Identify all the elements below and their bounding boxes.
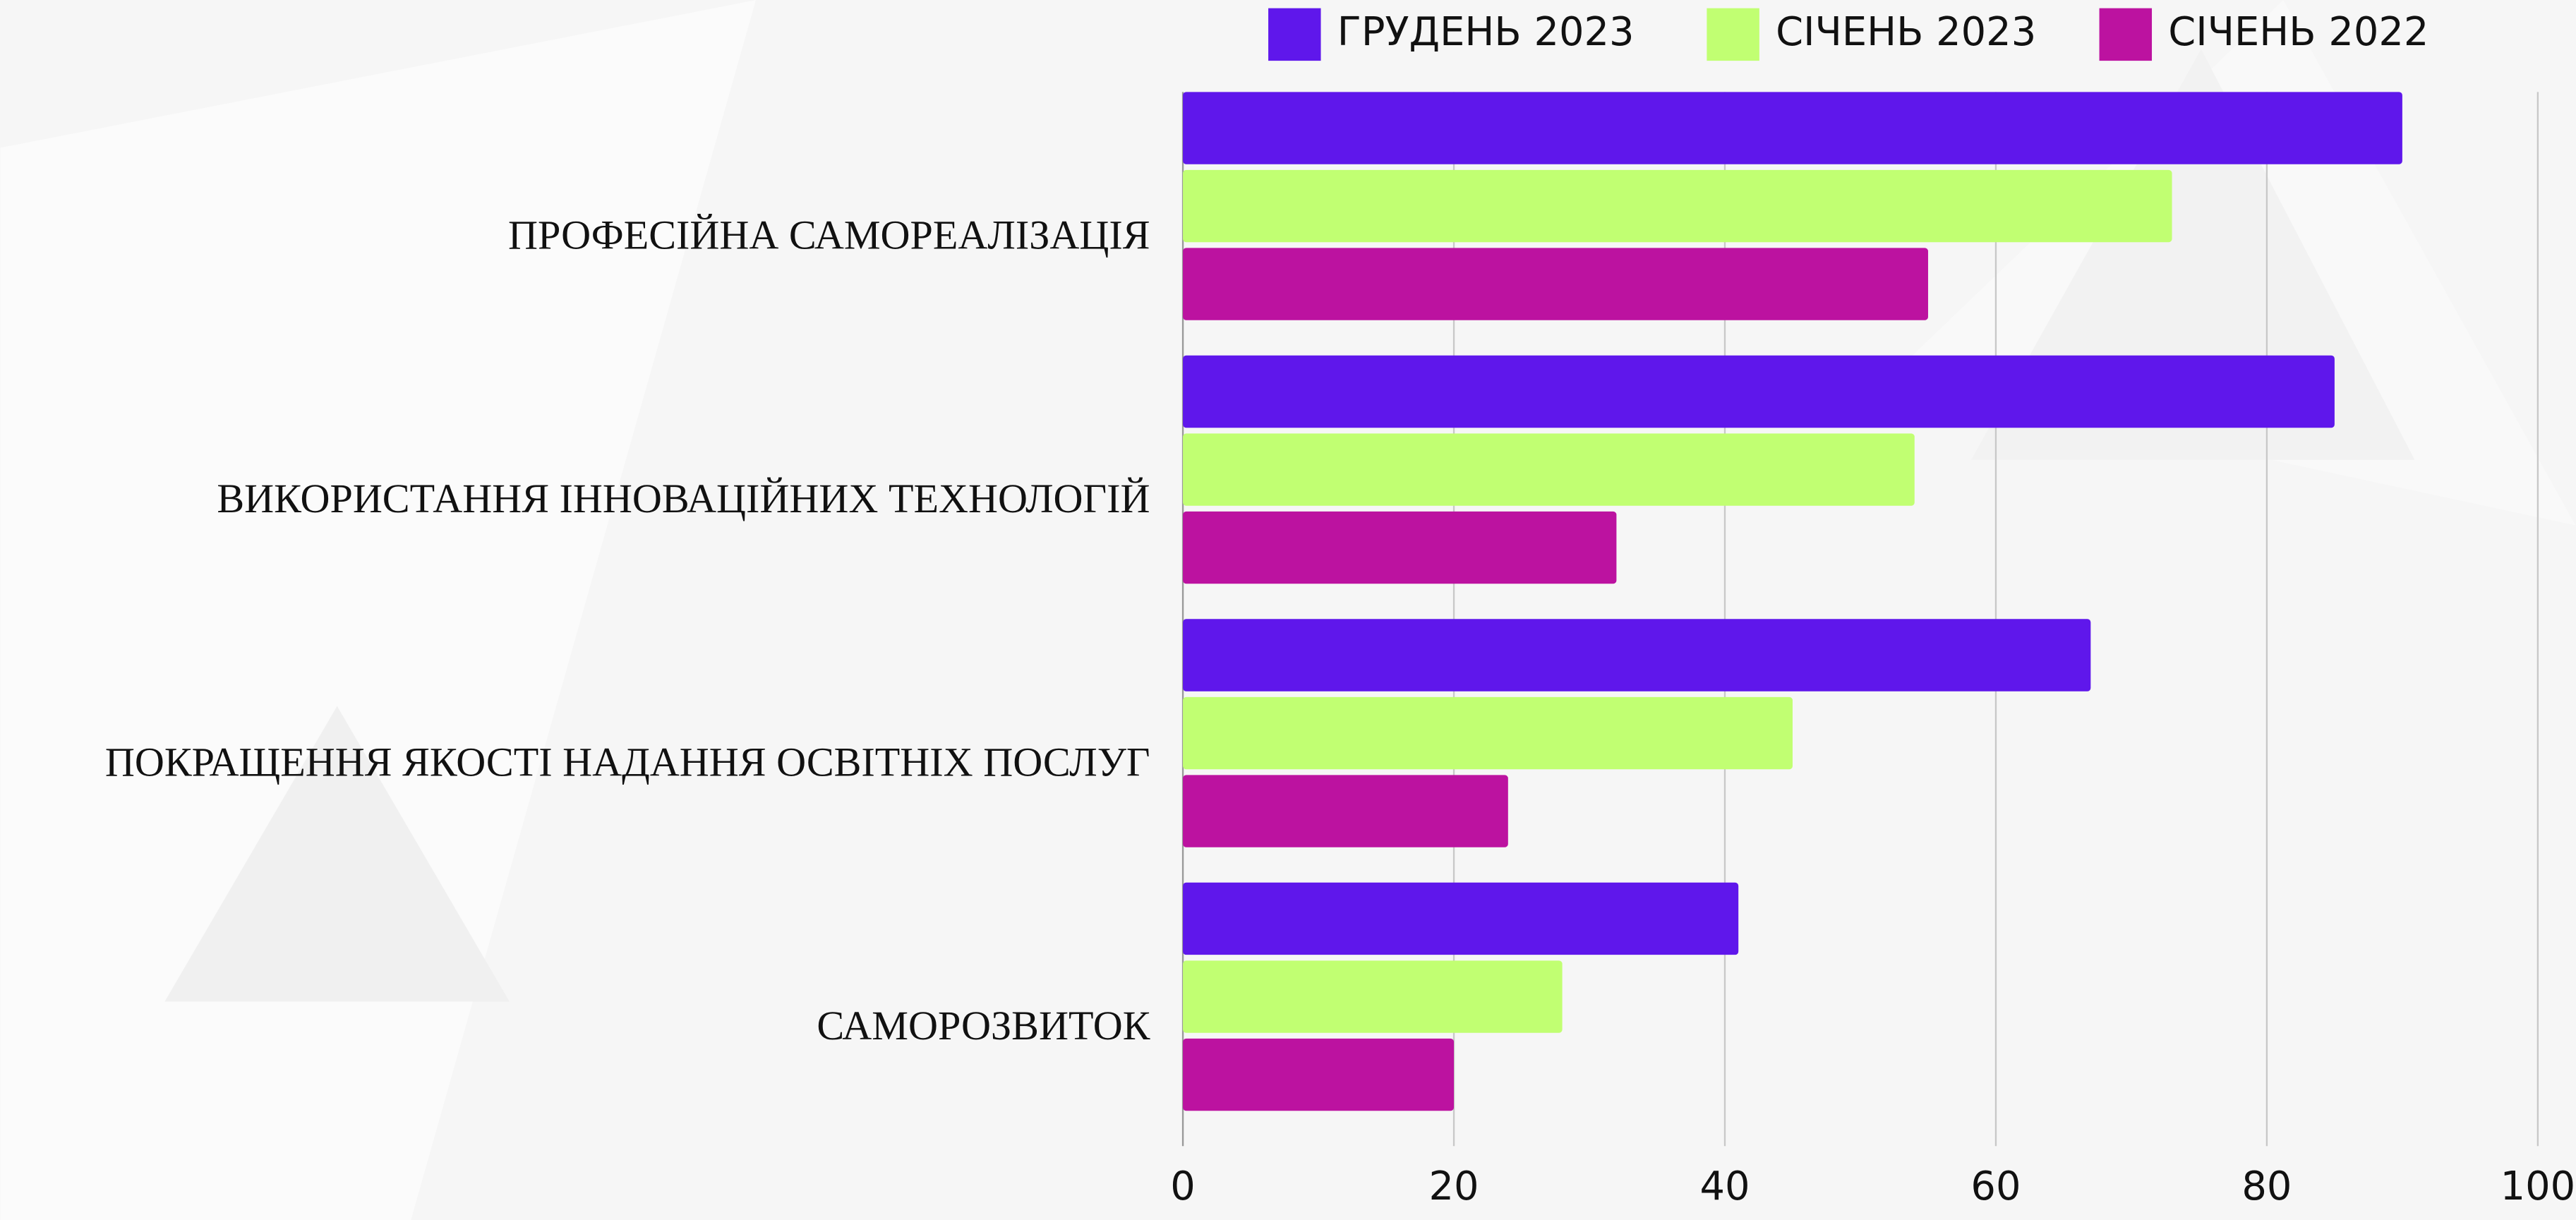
bar — [1183, 511, 1617, 584]
x-tick-label: 0 — [1170, 1164, 1196, 1209]
bar — [1183, 355, 2335, 428]
y-tick-label: ПОКРАЩЕННЯ ЯКОСТІ НАДАННЯ ОСВІТНІХ ПОСЛУ… — [105, 739, 1150, 785]
bar — [1183, 619, 2091, 691]
x-tick-label: 80 — [2241, 1164, 2292, 1209]
y-tick-label: ПРОФЕСІЙНА САМОРЕАЛІЗАЦІЯ — [508, 212, 1150, 258]
x-tick-label: 40 — [1699, 1164, 1750, 1209]
bar — [1183, 248, 1928, 320]
legend-label: ГРУДЕНЬ 2023 — [1337, 9, 1635, 55]
bar — [1183, 169, 2172, 243]
bar — [1183, 775, 1508, 847]
legend-label: СІЧЕНЬ 2023 — [1776, 9, 2036, 55]
x-tick-label: 20 — [1429, 1164, 1479, 1209]
legend-label: СІЧЕНЬ 2022 — [2168, 9, 2428, 55]
bar — [1183, 960, 1563, 1033]
bar — [1183, 433, 1915, 506]
bar — [1183, 882, 1739, 955]
x-tick-label: 100 — [2500, 1164, 2576, 1209]
y-tick-label: САМОРОЗВИТОК — [817, 1003, 1150, 1049]
bar — [1183, 696, 1793, 770]
x-tick-label: 60 — [1970, 1164, 2021, 1209]
legend-swatch — [1268, 8, 1321, 61]
bar — [1183, 1038, 1455, 1111]
legend-swatch — [2099, 8, 2153, 61]
bar — [1183, 92, 2402, 164]
legend-swatch — [1707, 8, 1759, 61]
y-tick-label: ВИКОРИСТАННЯ ІННОВАЦІЙНИХ ТЕХНОЛОГІЙ — [217, 476, 1150, 521]
